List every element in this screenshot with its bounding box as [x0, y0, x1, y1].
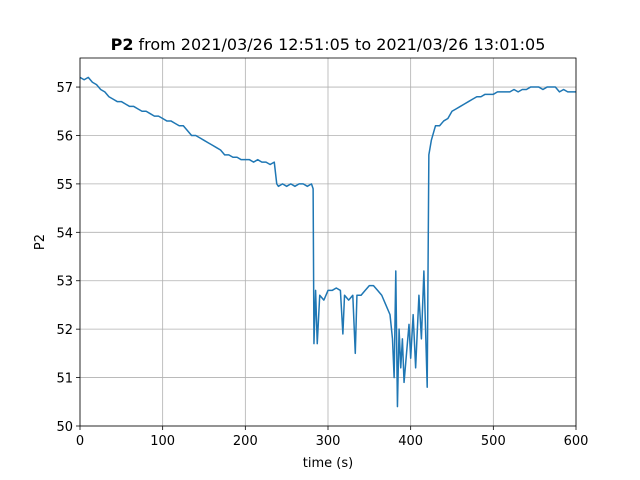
x-axis-label: time (s): [303, 456, 353, 471]
plot-frame: [79, 57, 577, 427]
y-tick-label: 53: [56, 275, 73, 290]
x-tick-label: 200: [233, 434, 258, 449]
data-line: [79, 76, 576, 408]
y-tick-label: 55: [56, 178, 73, 193]
y-tick-label: 50: [56, 420, 73, 435]
chart-title: P2 from 2021/03/26 12:51:05 to 2021/03/26…: [111, 35, 546, 54]
y-tick-label: 54: [56, 226, 73, 241]
title-variable: P2: [111, 35, 134, 54]
x-tick-label: 500: [481, 434, 506, 449]
y-tick-label: 51: [56, 372, 73, 387]
x-tick-label: 600: [564, 434, 589, 449]
y-tick-label: 57: [56, 81, 73, 96]
y-tick-label: 52: [56, 323, 73, 338]
title-range: from 2021/03/26 12:51:05 to 2021/03/26 1…: [138, 35, 545, 54]
x-tick-label: 300: [316, 434, 341, 449]
x-tick-label: 0: [76, 434, 84, 449]
x-tick-label: 100: [150, 434, 175, 449]
x-tick-label: 400: [398, 434, 423, 449]
y-axis-label: P2: [33, 234, 48, 250]
y-tick-label: 56: [56, 129, 73, 144]
